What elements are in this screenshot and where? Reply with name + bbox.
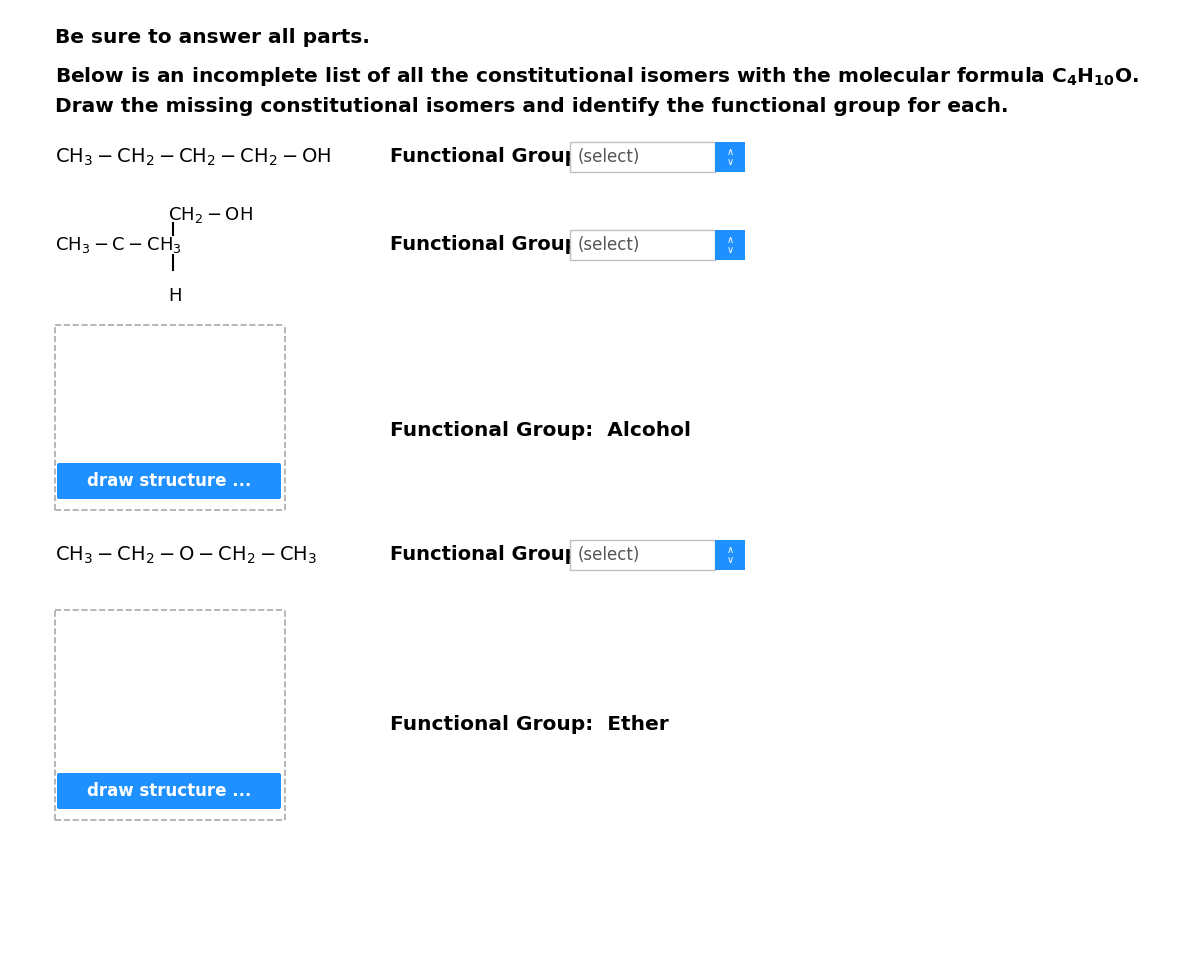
Text: $\mathregular{CH_2-OH}$: $\mathregular{CH_2-OH}$ <box>168 205 253 225</box>
Text: Below is an incomplete list of all the constitutional isomers with the molecular: Below is an incomplete list of all the c… <box>55 65 1139 88</box>
Text: ∨: ∨ <box>726 157 733 167</box>
FancyBboxPatch shape <box>58 463 281 499</box>
Text: (select): (select) <box>578 546 641 564</box>
Text: Functional Group:: Functional Group: <box>390 235 587 255</box>
Text: draw structure ...: draw structure ... <box>86 472 251 490</box>
Text: Functional Group:  Alcohol: Functional Group: Alcohol <box>390 420 691 440</box>
Bar <box>570 142 715 172</box>
Text: H: H <box>168 287 181 305</box>
Bar <box>570 540 715 570</box>
Text: ∧: ∧ <box>726 147 733 157</box>
Text: ∧: ∧ <box>726 235 733 245</box>
Text: draw structure ...: draw structure ... <box>86 782 251 800</box>
Text: ∧: ∧ <box>726 545 733 555</box>
Text: ∨: ∨ <box>726 245 733 255</box>
Text: Functional Group:: Functional Group: <box>390 148 587 166</box>
Text: Functional Group:  Ether: Functional Group: Ether <box>390 715 668 735</box>
FancyBboxPatch shape <box>58 773 281 809</box>
Text: $\mathregular{CH_3-CH_2-CH_2-CH_2-OH}$: $\mathregular{CH_3-CH_2-CH_2-CH_2-OH}$ <box>55 146 331 167</box>
Text: $\mathregular{CH_3-C-CH_3}$: $\mathregular{CH_3-C-CH_3}$ <box>55 235 181 255</box>
Text: ∨: ∨ <box>726 555 733 565</box>
Bar <box>715 540 745 570</box>
Text: Functional Group:: Functional Group: <box>390 546 587 564</box>
Bar <box>570 230 715 260</box>
Text: (select): (select) <box>578 148 641 166</box>
Bar <box>715 142 745 172</box>
Text: Be sure to answer all parts.: Be sure to answer all parts. <box>55 28 370 47</box>
Text: $\mathregular{CH_3-CH_2-O-CH_2-CH_3}$: $\mathregular{CH_3-CH_2-O-CH_2-CH_3}$ <box>55 544 317 565</box>
Bar <box>715 230 745 260</box>
Text: Draw the missing constitutional isomers and identify the functional group for ea: Draw the missing constitutional isomers … <box>55 97 1008 116</box>
Text: (select): (select) <box>578 236 641 254</box>
